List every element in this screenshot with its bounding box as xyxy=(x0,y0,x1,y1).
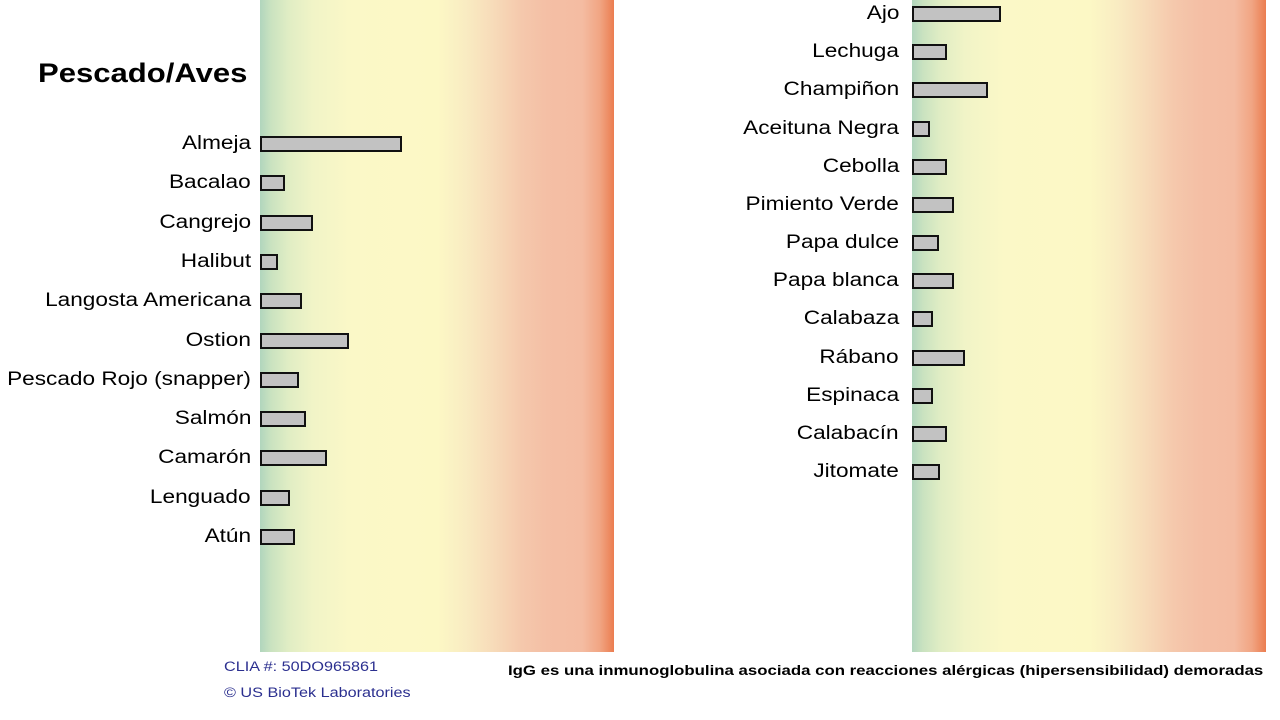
category-label-papa-blanca: Papa blanca xyxy=(773,270,899,292)
category-label-camaron: Camarón xyxy=(157,447,251,469)
bar-pimiento-verde xyxy=(912,196,955,213)
category-label-aceituna-negra: Aceituna Negra xyxy=(743,117,899,139)
category-label-salmon: Salmón xyxy=(174,408,251,430)
category-label-almeja: Almeja xyxy=(181,133,251,154)
bar-ajo xyxy=(912,6,1001,22)
category-label-papa-dulce: Papa dulce xyxy=(785,232,899,254)
igg-footnote: IgG es una inmunoglobulina asociada con … xyxy=(508,662,1264,678)
bar-aceituna-negra xyxy=(912,120,930,137)
bar-halibut xyxy=(260,253,278,270)
category-label-lechuga: Lechuga xyxy=(812,41,899,63)
category-label-cebolla: Cebolla xyxy=(822,155,899,177)
bar-almeja xyxy=(260,136,402,152)
clia-number: CLIA #: 50DO965861 xyxy=(224,659,379,674)
bar-atun xyxy=(260,529,296,545)
bar-cangrejo xyxy=(260,214,314,231)
bar-calabaza xyxy=(912,311,934,328)
bar-jitomate xyxy=(912,464,941,481)
category-label-rabano: Rábano xyxy=(819,346,899,368)
bar-lenguado xyxy=(260,489,291,506)
bar-lechuga xyxy=(912,44,948,61)
bar-salmon xyxy=(260,411,307,428)
category-label-cangrejo: Cangrejo xyxy=(159,211,251,233)
bar-rabano xyxy=(912,349,966,366)
bar-calabacin xyxy=(912,425,948,442)
category-label-bacalao: Bacalao xyxy=(169,172,251,194)
reaction-scale-gradient-right xyxy=(912,0,1266,652)
bar-cebolla xyxy=(912,158,948,175)
category-label-pescado-rojo-snapper: Pescado Rojo (snapper) xyxy=(7,368,251,390)
category-label-atun: Atún xyxy=(204,526,251,547)
bar-camaron xyxy=(260,450,328,467)
category-label-calabaza: Calabaza xyxy=(803,308,899,330)
copyright-notice: © US BioTek Laboratories xyxy=(224,685,411,700)
category-label-ostion: Ostion xyxy=(185,329,251,351)
bar-espinaca xyxy=(912,387,934,404)
bar-bacalao xyxy=(260,175,285,192)
category-label-halibut: Halibut xyxy=(180,250,251,272)
category-label-calabacin: Calabacín xyxy=(797,422,899,444)
category-label-espinaca: Espinaca xyxy=(805,384,899,406)
bar-ostion xyxy=(260,332,349,349)
category-label-langosta-americana: Langosta Americana xyxy=(44,290,251,312)
category-label-champinon: Champiñon xyxy=(783,79,899,101)
category-label-jitomate: Jitomate xyxy=(813,461,899,483)
reaction-scale-gradient-left xyxy=(260,0,614,652)
chart-title: Pescado/Aves xyxy=(38,58,248,88)
bar-papa-dulce xyxy=(912,235,939,252)
category-label-ajo: Ajo xyxy=(866,3,899,24)
bar-langosta-americana xyxy=(260,293,303,310)
bar-pescado-rojo-snapper xyxy=(260,371,299,388)
bar-champinon xyxy=(912,82,989,99)
category-label-pimiento-verde: Pimiento Verde xyxy=(745,193,899,215)
bar-papa-blanca xyxy=(912,273,955,290)
category-label-lenguado: Lenguado xyxy=(150,486,251,508)
